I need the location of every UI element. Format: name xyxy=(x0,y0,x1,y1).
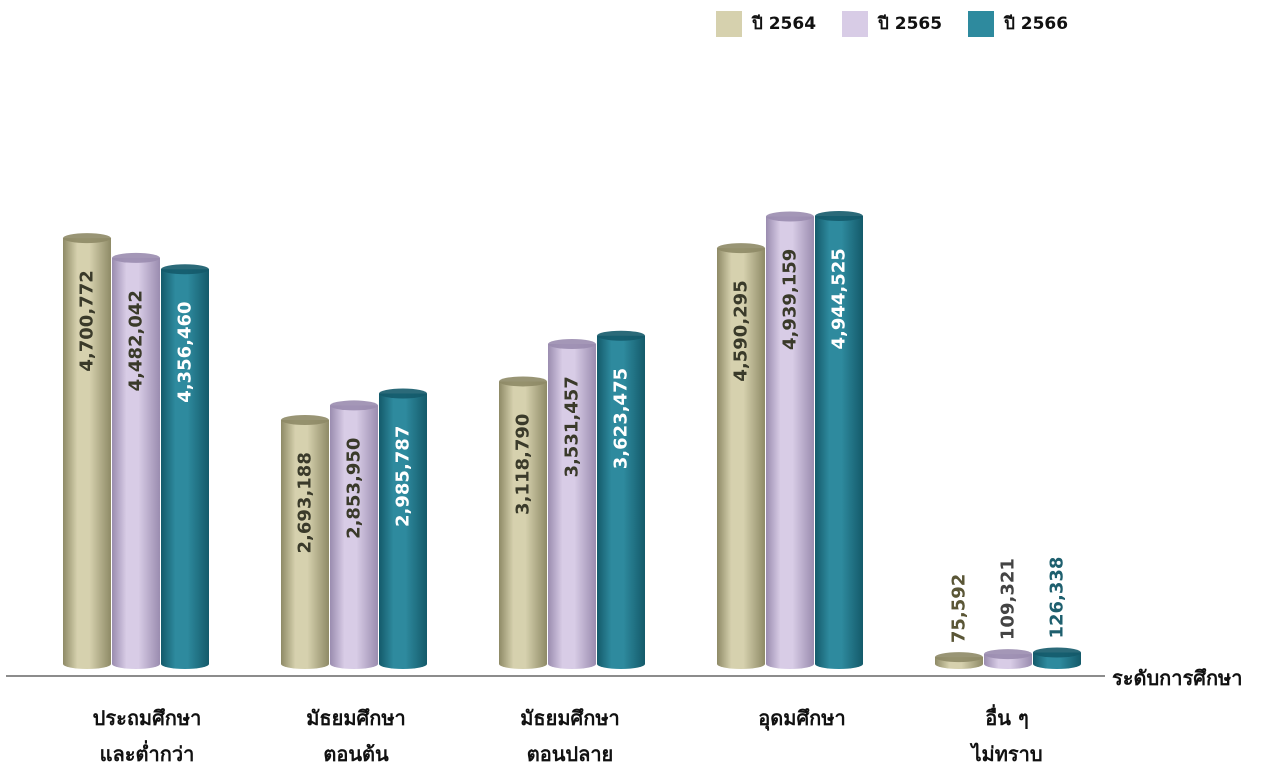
bar-tertiary-2564 xyxy=(717,243,765,670)
category-label-primary: ประถมศึกษา และต่ำกว่า xyxy=(92,706,202,766)
bar-upper-secondary-2566 xyxy=(597,330,645,669)
value-label-upper-secondary-2566: 3,623,475 xyxy=(611,368,632,469)
x-axis-title: ระดับการศึกษา xyxy=(1112,666,1243,690)
value-label-upper-secondary-2565: 3,531,457 xyxy=(562,376,583,477)
category-label-lower-secondary: มัธยมศึกษา ตอนต้น xyxy=(306,706,406,766)
value-label-tertiary-2565: 4,939,159 xyxy=(780,249,801,350)
legend-item-2564: ปี 2564 xyxy=(716,10,816,37)
bars-group: 4,700,772 2,693,188 3,118,790 4,590,295 75,5… xyxy=(63,211,1081,670)
legend-swatch-2564 xyxy=(716,10,742,37)
value-label-other-2564: 75,592 xyxy=(949,574,970,643)
bar-upper-secondary-2564 xyxy=(499,376,547,669)
legend-label-2564: ปี 2564 xyxy=(752,14,817,34)
legend-swatch-2565 xyxy=(842,10,869,37)
bar-primary-2566 xyxy=(161,264,209,669)
value-label-other-2565: 109,321 xyxy=(998,558,1019,640)
bar-lower-secondary-2565 xyxy=(330,400,378,669)
value-label-upper-secondary-2564: 3,118,790 xyxy=(513,414,534,515)
bar-tertiary-2566 xyxy=(815,211,863,669)
bar-primary-2564 xyxy=(63,233,111,670)
category-label-upper-secondary: มัธยมศึกษา ตอนปลาย xyxy=(520,706,620,766)
bar-lower-secondary-2566 xyxy=(379,388,427,669)
legend-label-2565: ปี 2565 xyxy=(878,14,943,34)
value-label-lower-secondary-2565: 2,853,950 xyxy=(344,438,365,539)
value-label-tertiary-2564: 4,590,295 xyxy=(731,280,752,381)
legend-swatch-2566 xyxy=(968,10,995,37)
value-label-other-2566: 126,338 xyxy=(1047,557,1068,639)
legend-item-2565: ปี 2565 xyxy=(842,10,942,37)
value-label-tertiary-2566: 4,944,525 xyxy=(829,248,850,349)
bar-lower-secondary-2564 xyxy=(281,414,329,669)
value-label-lower-secondary-2566: 2,985,787 xyxy=(393,426,414,527)
category-label-other: อื่น ๆ ไม่ทราบ xyxy=(971,706,1043,766)
category-label-tertiary: อุดมศึกษา xyxy=(758,706,846,730)
bar-other-2564 xyxy=(935,652,983,669)
bar-other-2565 xyxy=(984,649,1032,669)
legend-label-2566: ปี 2566 xyxy=(1004,14,1069,34)
bar-tertiary-2565 xyxy=(766,211,814,669)
value-label-primary-2565: 4,482,042 xyxy=(126,290,147,391)
legend-item-2566: ปี 2566 xyxy=(968,10,1068,37)
bar-upper-secondary-2565 xyxy=(548,339,596,669)
value-label-primary-2566: 4,356,460 xyxy=(175,301,196,402)
value-label-lower-secondary-2564: 2,693,188 xyxy=(295,452,316,553)
bar-other-2566 xyxy=(1033,647,1081,669)
legend: ปี 2564 ปี 2565 ปี 2566 xyxy=(716,10,1068,37)
value-label-primary-2564: 4,700,772 xyxy=(77,270,98,371)
bar-primary-2565 xyxy=(112,252,160,669)
